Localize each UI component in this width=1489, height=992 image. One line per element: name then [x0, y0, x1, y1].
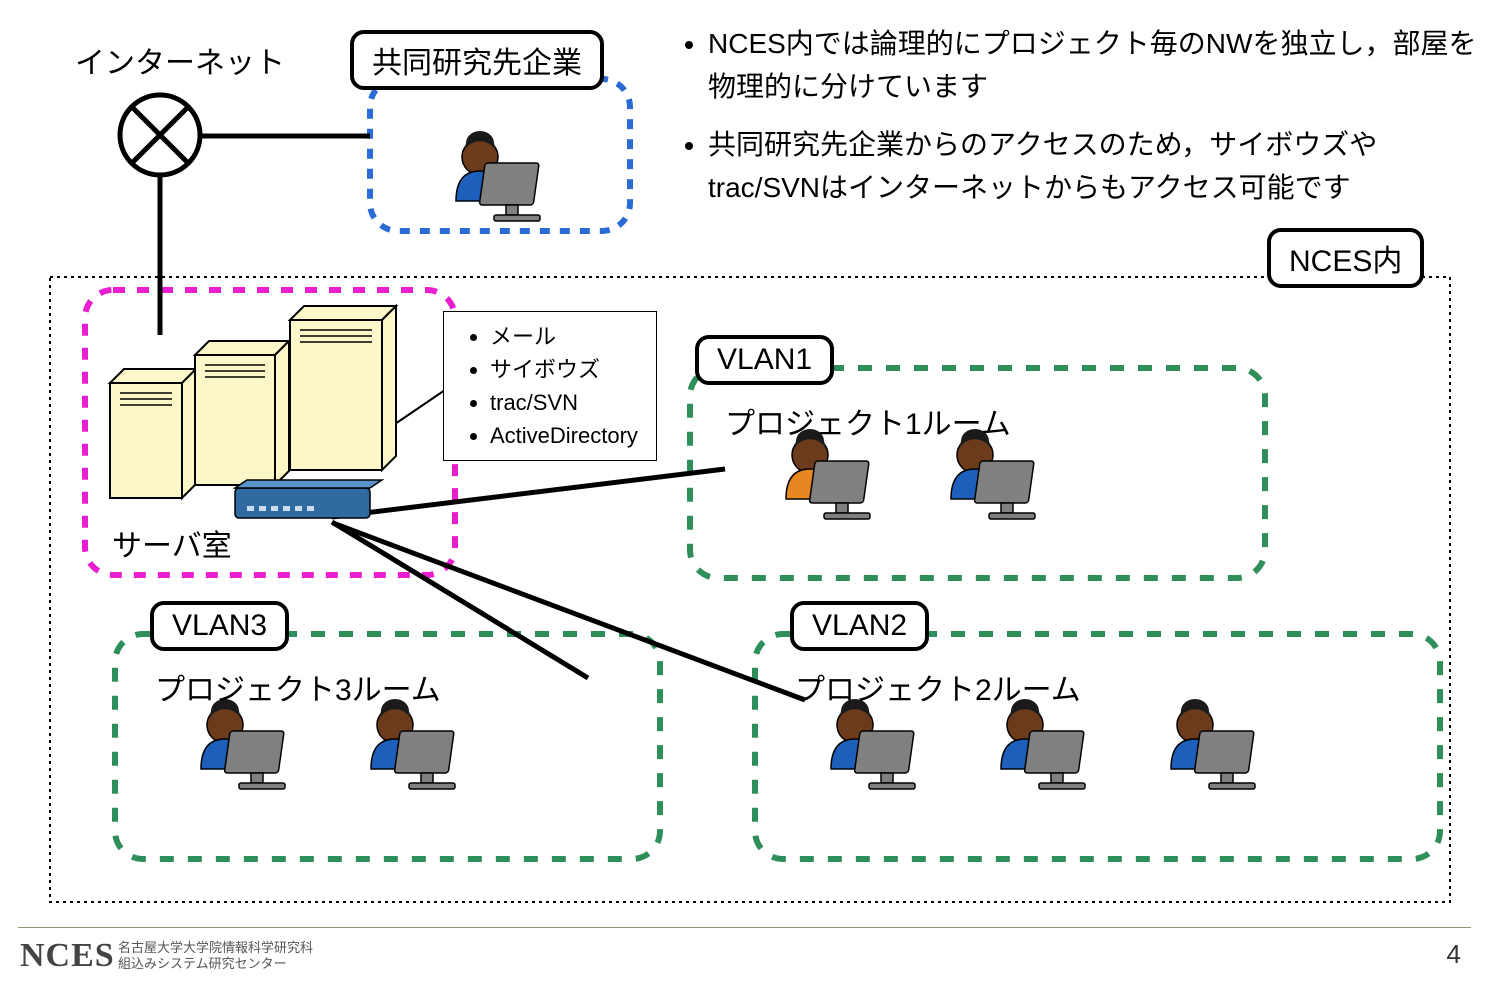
room-label-1: プロジェクト1ルーム	[725, 399, 1011, 443]
service-item: ActiveDirectory	[490, 419, 638, 452]
vlan-label-vlan2: VLAN2	[790, 601, 929, 651]
footer-sub1: 名古屋大学大学院情報科学研究科	[118, 940, 313, 956]
service-item: サイボウズ	[490, 353, 638, 386]
service-item: trac/SVN	[490, 386, 638, 419]
bullet-item: NCES内では論理的にプロジェクト毎のNWを独立し，部屋を物理的に分けています	[708, 22, 1478, 109]
page-number: 4	[1447, 939, 1461, 970]
partner-label-box: 共同研究先企業	[350, 30, 604, 90]
footer-logo: NCES	[20, 937, 115, 975]
nces-label-box: NCES内	[1267, 228, 1424, 288]
vlan-label-vlan3: VLAN3	[150, 601, 289, 651]
footer-divider	[18, 927, 1471, 928]
description-bullets: NCES内では論理的にプロジェクト毎のNWを独立し，部屋を物理的に分けています共…	[680, 22, 1478, 224]
room-label-3: プロジェクト3ルーム	[155, 665, 441, 709]
server-room-label: サーバ室	[112, 521, 232, 565]
vlan-label-vlan1: VLAN1	[695, 335, 834, 385]
service-item: メール	[490, 320, 638, 353]
internet-label: インターネット	[75, 38, 285, 82]
server-services-callout: メールサイボウズtrac/SVNActiveDirectory	[443, 311, 657, 461]
footer-sub2: 組込みシステム研究センター	[118, 956, 287, 972]
room-label-2: プロジェクト2ルーム	[795, 665, 1081, 709]
bullet-item: 共同研究先企業からのアクセスのため，サイボウズやtrac/SVNはインターネット…	[708, 123, 1478, 210]
